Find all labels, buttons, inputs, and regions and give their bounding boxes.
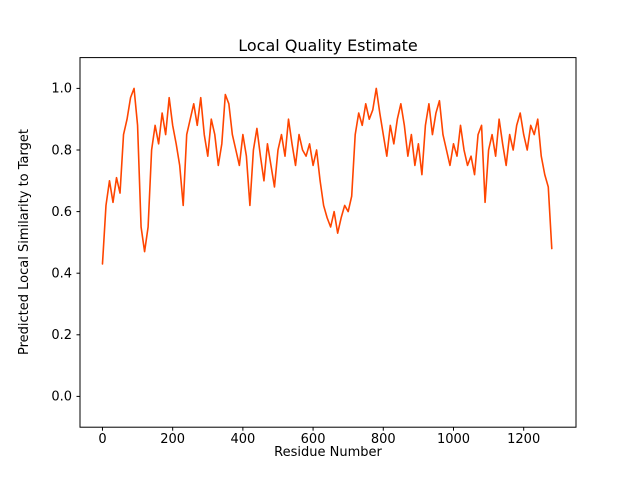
y-tick-label: 0.2 <box>51 328 72 343</box>
y-tick-label: 1.0 <box>51 82 72 97</box>
quality-line <box>101 87 553 265</box>
y-tick-label: 0.6 <box>51 205 72 220</box>
x-tick-label: 600 <box>301 432 326 447</box>
y-axis-label: Predicted Local Similarity to Target <box>17 129 32 355</box>
x-axis-label: Residue Number <box>274 445 382 460</box>
chart-title: Local Quality Estimate <box>238 36 418 55</box>
x-tick-label: 200 <box>160 432 185 447</box>
axes-frame <box>79 57 577 428</box>
x-tick-label: 800 <box>371 432 396 447</box>
x-tick-label: 1000 <box>437 432 470 447</box>
x-tick-label: 1200 <box>507 432 540 447</box>
x-tick-label: 400 <box>230 432 255 447</box>
x-tick-label: 0 <box>98 432 106 447</box>
y-tick-label: 0.4 <box>51 266 72 281</box>
y-tick-label: 0.0 <box>51 390 72 405</box>
y-tick-label: 0.8 <box>51 143 72 158</box>
